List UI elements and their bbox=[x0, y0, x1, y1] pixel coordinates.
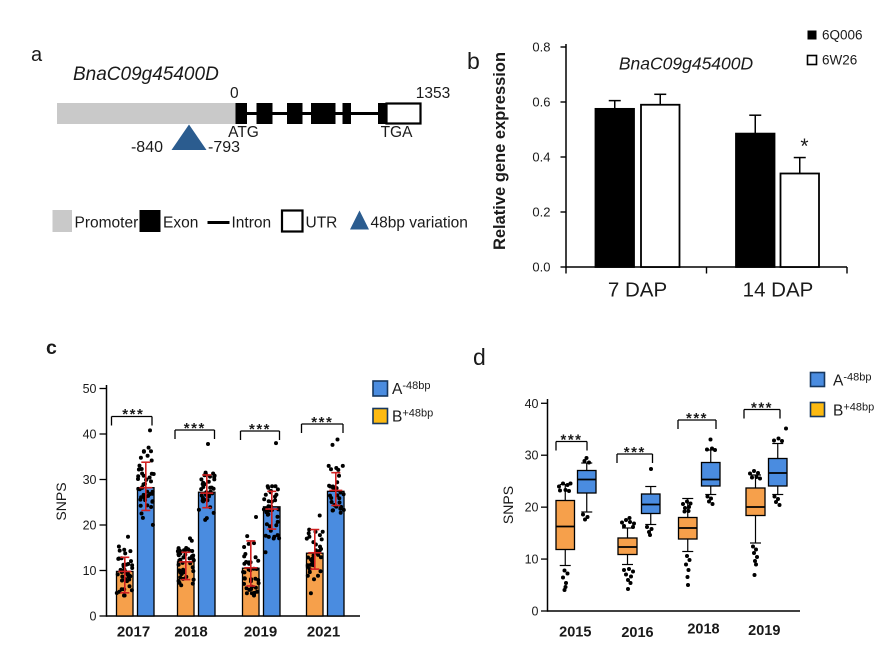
svg-text:0: 0 bbox=[230, 85, 239, 102]
svg-text:***: *** bbox=[751, 399, 773, 416]
svg-text:0: 0 bbox=[90, 609, 97, 623]
svg-text:2018: 2018 bbox=[687, 622, 719, 638]
svg-text:Intron: Intron bbox=[232, 215, 272, 232]
svg-text:0.4: 0.4 bbox=[532, 150, 550, 165]
svg-text:6Q006: 6Q006 bbox=[822, 28, 863, 43]
svg-text:0.6: 0.6 bbox=[532, 95, 550, 110]
svg-text:-840: -840 bbox=[131, 139, 163, 156]
svg-text:***: *** bbox=[686, 410, 708, 427]
svg-text:***: *** bbox=[311, 414, 333, 431]
svg-text:2016: 2016 bbox=[621, 625, 653, 641]
svg-text:2021: 2021 bbox=[307, 624, 340, 641]
svg-text:2018: 2018 bbox=[174, 624, 207, 641]
svg-text:10: 10 bbox=[525, 553, 539, 567]
svg-text:0.0: 0.0 bbox=[532, 260, 550, 275]
svg-text:ATG: ATG bbox=[228, 124, 259, 141]
svg-text:Relative gene expression: Relative gene expression bbox=[491, 52, 509, 250]
svg-text:6W26: 6W26 bbox=[822, 53, 857, 68]
svg-text:14 DAP: 14 DAP bbox=[743, 279, 814, 302]
svg-text:Exon: Exon bbox=[163, 215, 198, 232]
svg-text:-793: -793 bbox=[208, 139, 240, 156]
svg-text:20: 20 bbox=[83, 518, 97, 532]
svg-text:SNPS: SNPS bbox=[500, 486, 516, 524]
svg-text:d: d bbox=[473, 344, 486, 370]
svg-text:b: b bbox=[467, 48, 480, 74]
svg-text:0.2: 0.2 bbox=[532, 205, 550, 220]
svg-text:2017: 2017 bbox=[117, 624, 150, 641]
svg-text:c: c bbox=[46, 337, 57, 359]
svg-text:0.8: 0.8 bbox=[532, 40, 550, 55]
svg-text:20: 20 bbox=[525, 501, 539, 515]
svg-text:30: 30 bbox=[525, 449, 539, 463]
svg-text:40: 40 bbox=[525, 397, 539, 411]
svg-text:0: 0 bbox=[532, 605, 539, 619]
svg-text:2019: 2019 bbox=[748, 623, 780, 639]
svg-text:***: *** bbox=[560, 431, 582, 448]
svg-text:Promoter: Promoter bbox=[75, 215, 139, 232]
svg-text:*: * bbox=[800, 135, 808, 158]
svg-text:a: a bbox=[31, 44, 43, 66]
svg-text:1353: 1353 bbox=[416, 85, 450, 102]
svg-text:7 DAP: 7 DAP bbox=[608, 279, 667, 302]
svg-text:SNPS: SNPS bbox=[53, 482, 69, 520]
svg-text:2015: 2015 bbox=[559, 625, 591, 641]
svg-text:30: 30 bbox=[83, 473, 97, 487]
svg-text:50: 50 bbox=[83, 382, 97, 396]
svg-text:48bp variation: 48bp variation bbox=[371, 215, 468, 232]
svg-text:BnaC09g45400D: BnaC09g45400D bbox=[619, 54, 754, 74]
svg-text:***: *** bbox=[249, 421, 271, 438]
svg-text:40: 40 bbox=[83, 427, 97, 441]
svg-text:TGA: TGA bbox=[381, 124, 414, 141]
svg-text:***: *** bbox=[624, 444, 646, 461]
svg-text:UTR: UTR bbox=[306, 215, 338, 232]
svg-text:10: 10 bbox=[83, 564, 97, 578]
svg-text:***: *** bbox=[122, 406, 144, 423]
svg-text:2019: 2019 bbox=[244, 624, 277, 641]
svg-text:BnaC09g45400D: BnaC09g45400D bbox=[73, 64, 219, 85]
svg-text:***: *** bbox=[184, 420, 206, 437]
